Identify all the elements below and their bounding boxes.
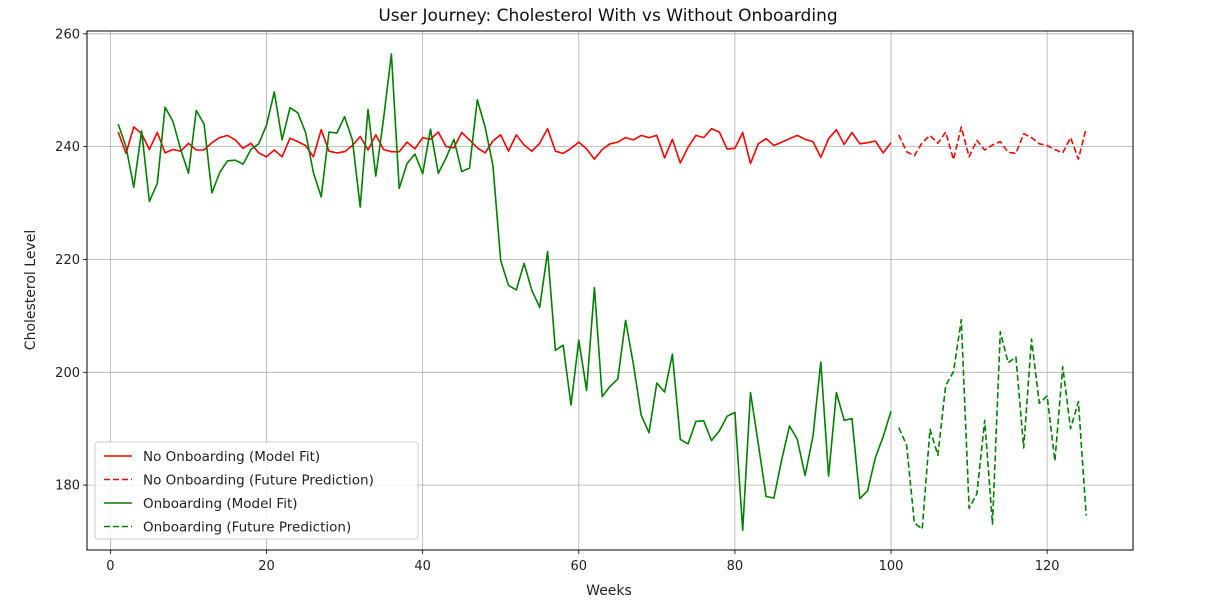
chart-title: User Journey: Cholesterol With vs Withou… [378,6,837,26]
y-tick-label: 180 [55,479,80,494]
y-tick-label: 260 [55,27,80,42]
y-tick-label: 200 [55,366,80,381]
legend-box [94,441,419,540]
plot-area-frame [86,30,1134,551]
y-tick-label: 220 [55,253,80,268]
y-tick-label: 240 [55,140,80,155]
legend-label: Onboarding (Future Prediction) [143,520,351,536]
legend-label: No Onboarding (Model Fit) [143,449,320,465]
x-tick-label: 0 [106,559,114,574]
series-line-4 [898,318,1087,530]
grid [87,31,1133,550]
x-tick-label: 20 [258,559,275,574]
x-tick-label: 100 [879,559,904,574]
x-tick-label: 40 [414,559,431,574]
series-line-3 [117,53,892,532]
legend-label: No Onboarding (Future Prediction) [143,473,374,489]
x-tick-label: 60 [571,559,588,574]
legend-label: Onboarding (Model Fit) [143,496,298,512]
x-axis-label: Weeks [586,583,632,599]
x-tick-label: 120 [1035,559,1060,574]
x-tick-label: 80 [727,559,744,574]
series-line-2 [898,126,1087,161]
series-line-1 [117,126,892,165]
y-axis-label: Cholesterol Level [23,230,39,350]
legend: No Onboarding (Model Fit) No Onboarding (… [94,441,419,540]
series-lines [117,53,1087,532]
axis-ticks: 0 20 40 60 80 100 120 180 200 220 240 260 [55,27,1059,574]
